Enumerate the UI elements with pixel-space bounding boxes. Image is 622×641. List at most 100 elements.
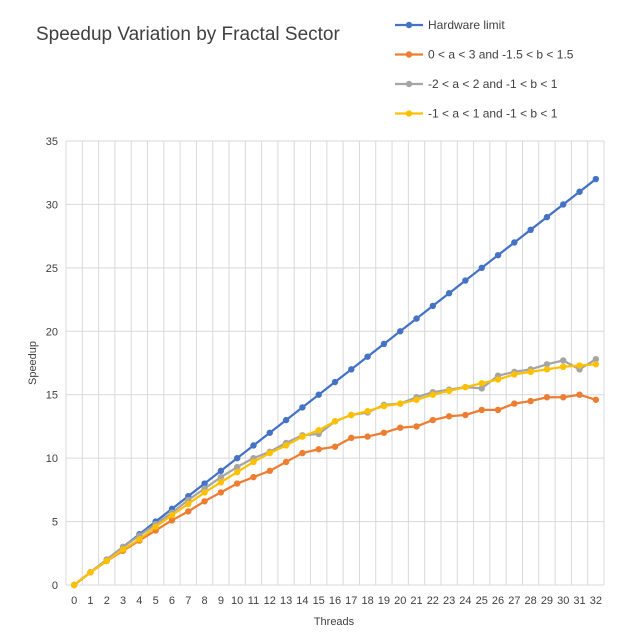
legend-label: 0 < a < 3 and -1.5 < b < 1.5 [428,48,574,62]
x-tick-label: 17 [345,595,357,607]
data-point [87,569,94,576]
data-point [315,446,322,453]
legend-label: -1 < a < 1 and -1 < b < 1 [428,107,558,121]
data-point [185,500,192,508]
legend-marker-icon [405,80,413,88]
data-point [511,371,518,378]
x-tick-label: 1 [87,595,93,607]
x-tick-label: 31 [573,595,585,607]
data-point [266,467,273,475]
data-point [266,449,273,457]
legend-marker-icon [405,21,413,29]
x-tick-label: 25 [476,595,488,607]
data-point [233,454,241,462]
x-tick-label: 15 [313,595,325,607]
data-point [527,397,534,405]
x-tick-label: 26 [492,595,504,607]
x-tick-label: 14 [296,595,308,607]
x-tick-label: 21 [410,595,422,607]
data-point [445,290,453,297]
legend-label: -2 < a < 2 and -1 < b < 1 [428,77,558,91]
y-tick-label: 35 [46,136,58,148]
data-point [331,443,339,450]
data-point [136,536,143,543]
data-point [413,315,420,322]
data-point [201,480,208,487]
x-tick-label: 13 [280,595,292,607]
data-point [592,361,600,368]
x-tick-label: 12 [264,595,276,607]
x-axis-title: Threads [314,616,355,628]
data-point [560,363,567,371]
data-point [543,361,551,368]
data-point [331,418,339,425]
data-point [543,213,551,221]
x-tick-label: 23 [443,595,455,607]
data-point [152,523,159,530]
data-point [201,489,208,496]
data-point [233,468,241,476]
data-point [397,400,404,407]
legend-label: Hardware limit [428,18,505,32]
legend-marker-icon [405,51,413,58]
data-point [201,498,208,505]
data-point [282,416,290,424]
y-tick-label: 30 [46,199,58,211]
data-point [103,557,110,565]
data-point [397,328,404,335]
data-point [233,480,241,487]
data-point [250,473,257,481]
series-4 [70,361,600,589]
x-tick-label: 32 [590,595,602,607]
data-point [429,391,437,398]
x-tick-label: 19 [378,595,390,607]
data-point [348,366,355,373]
data-point [494,376,502,383]
data-point [478,385,485,392]
data-point [527,226,534,233]
legend-entry: -2 < a < 2 and -1 < b < 1 [395,77,558,91]
data-point [282,458,290,466]
x-tick-label: 3 [120,595,126,607]
data-point [250,442,257,449]
x-tick-label: 2 [104,595,110,607]
y-tick-label: 10 [46,453,58,465]
data-point [299,449,306,457]
chart-title: Speedup Variation by Fractal Sector [36,24,340,45]
data-point [397,424,404,431]
x-tick-label: 20 [394,595,406,607]
data-point [445,413,453,420]
data-point [364,353,371,360]
data-point [560,357,567,364]
data-point [299,433,306,440]
data-point [217,479,225,486]
data-point [445,387,453,395]
y-tick-label: 15 [46,390,58,402]
data-point [364,408,371,415]
x-tick-label: 0 [71,595,77,607]
x-tick-label: 18 [361,595,373,607]
x-tick-label: 5 [153,595,159,607]
data-point [119,546,127,553]
data-point [462,277,469,284]
x-tick-label: 22 [427,595,439,607]
data-point [282,442,290,449]
data-point [543,394,551,401]
data-point [478,264,485,272]
data-point [217,489,225,496]
data-point [413,423,420,430]
x-tick-label: 6 [169,595,175,607]
x-tick-label: 7 [185,595,191,607]
data-point [592,175,600,183]
data-point [233,463,241,471]
data-point [494,406,502,414]
series-line [73,358,597,587]
y-tick-label: 20 [46,326,58,338]
legend-entry: Hardware limit [395,18,505,32]
data-point [462,383,469,391]
data-point [511,239,518,246]
x-tick-label: 11 [248,595,259,607]
data-point [429,416,437,424]
data-point [168,512,176,519]
